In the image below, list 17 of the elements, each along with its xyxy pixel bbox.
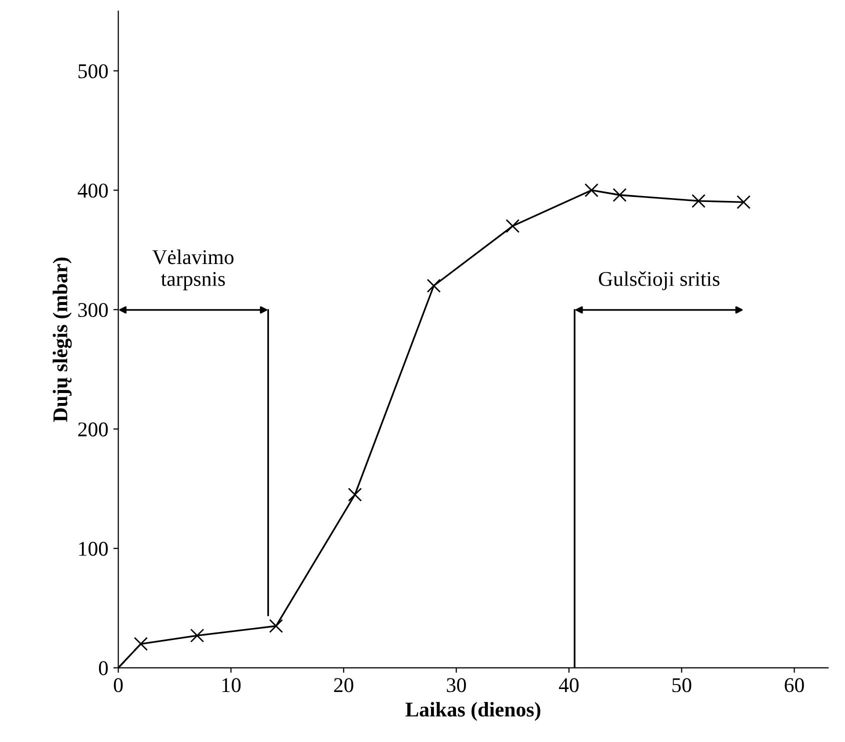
x-tick-label: 40 — [558, 678, 579, 692]
y-tick-label: 100 — [79, 542, 108, 556]
y-axis-title: Dujų slėgis (mbar) — [52, 258, 72, 422]
y-tick-label: 400 — [78, 184, 108, 198]
ref-line-label: Gulsčioji sritis — [598, 271, 720, 290]
x-tick-label: 0 — [114, 678, 123, 692]
x-tick-label: 10 — [222, 678, 241, 692]
x-tick-label: 60 — [784, 678, 804, 692]
x-tick-label: 50 — [672, 678, 692, 692]
ref-line-label: Vėlavimo tarpsnis — [152, 250, 234, 290]
x-tick-label: 20 — [334, 678, 354, 692]
x-tick-label: 30 — [446, 678, 466, 692]
y-tick-label: 300 — [78, 302, 108, 318]
y-tick-label: 0 — [98, 661, 108, 676]
x-axis-title: Laikas (dienos) — [406, 702, 540, 721]
y-tick-label: 500 — [78, 64, 108, 78]
y-tick-label: 200 — [78, 422, 108, 436]
